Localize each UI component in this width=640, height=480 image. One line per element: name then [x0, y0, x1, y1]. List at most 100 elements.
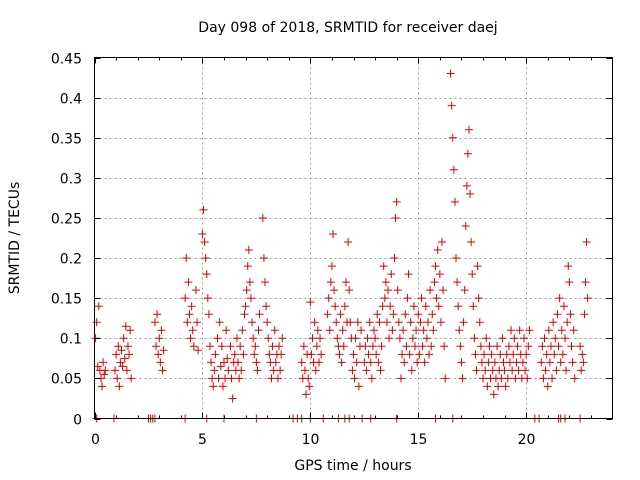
data-point: [211, 350, 220, 359]
data-point: [390, 254, 399, 263]
data-point: [328, 229, 337, 238]
data-point: [579, 358, 588, 367]
data-point: [349, 350, 358, 359]
data-point: [341, 278, 350, 287]
y-tick-label: 0.25: [51, 212, 82, 228]
data-point: [226, 342, 235, 351]
data-point: [204, 310, 213, 319]
data-point: [566, 310, 575, 319]
data-point: [249, 334, 258, 343]
data-point: [126, 326, 135, 335]
data-point: [346, 318, 355, 327]
data-point: [583, 294, 592, 303]
data-point: [537, 358, 546, 367]
data-point: [123, 342, 132, 351]
data-point: [446, 69, 455, 78]
data-point: [406, 318, 415, 327]
data-point: [507, 326, 516, 335]
data-point: [414, 310, 423, 319]
data-point: [314, 358, 323, 367]
x-tick-label: 0: [91, 432, 100, 448]
data-point: [217, 342, 226, 351]
data-point: [407, 366, 416, 375]
data-point: [263, 318, 272, 327]
data-point: [481, 366, 490, 375]
data-point: [417, 294, 426, 303]
data-point: [371, 334, 380, 343]
data-point: [562, 366, 571, 375]
data-point: [115, 382, 124, 391]
data-point: [307, 350, 316, 359]
data-point: [187, 302, 196, 311]
data-point: [440, 342, 449, 351]
data-point: [152, 342, 161, 351]
data-point: [555, 294, 564, 303]
data-point: [439, 286, 448, 295]
data-point: [509, 350, 518, 359]
data-point: [485, 342, 494, 351]
data-point: [323, 310, 332, 319]
data-point: [207, 358, 216, 367]
data-point: [551, 334, 560, 343]
data-point: [448, 133, 457, 142]
data-point: [199, 205, 208, 214]
data-point: [236, 342, 245, 351]
data-point: [224, 366, 233, 375]
data-points: [91, 69, 592, 423]
data-point: [344, 238, 353, 247]
data-point: [450, 197, 459, 206]
data-point: [119, 334, 128, 343]
x-axis-label: GPS time / hours: [294, 458, 411, 474]
data-point: [393, 286, 402, 295]
data-point: [400, 358, 409, 367]
data-point: [304, 374, 313, 383]
data-point: [398, 350, 407, 359]
data-point: [255, 310, 264, 319]
data-point: [112, 350, 121, 359]
data-point: [457, 358, 466, 367]
data-point: [395, 334, 404, 343]
data-point: [277, 350, 286, 359]
data-point: [305, 382, 314, 391]
data-point: [458, 374, 467, 383]
data-point: [222, 326, 231, 335]
data-point: [230, 350, 239, 359]
data-point: [312, 342, 321, 351]
data-point: [559, 302, 568, 311]
data-point: [552, 366, 561, 375]
data-point: [93, 362, 102, 371]
data-point: [435, 270, 444, 279]
data-point: [117, 346, 126, 355]
data-point: [455, 326, 464, 335]
data-point: [252, 358, 261, 367]
data-point: [543, 382, 552, 391]
data-point: [375, 318, 384, 327]
data-point: [387, 270, 396, 279]
data-point: [205, 342, 214, 351]
data-point: [420, 358, 429, 367]
data-point: [472, 366, 481, 375]
data-point: [402, 342, 411, 351]
data-point: [194, 346, 203, 355]
data-point: [120, 354, 129, 363]
data-point: [276, 366, 285, 375]
data-point: [220, 358, 228, 367]
data-point: [556, 358, 565, 367]
data-point: [474, 294, 483, 303]
data-point: [541, 366, 550, 375]
data-point: [494, 382, 503, 391]
data-point: [493, 342, 502, 351]
data-point: [515, 326, 524, 335]
data-point: [490, 358, 499, 367]
data-point: [223, 354, 232, 363]
data-point: [580, 310, 589, 319]
data-point: [308, 334, 317, 343]
data-point: [426, 286, 435, 295]
data-point: [377, 342, 386, 351]
data-point: [333, 334, 342, 343]
data-point: [330, 286, 339, 295]
data-point: [218, 382, 227, 391]
data-point: [582, 238, 591, 247]
data-point: [118, 362, 127, 371]
data-point: [462, 181, 471, 190]
